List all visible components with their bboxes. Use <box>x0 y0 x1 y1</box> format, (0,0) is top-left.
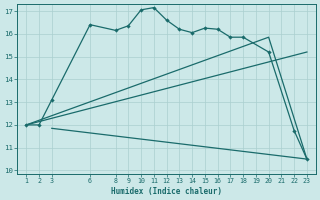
X-axis label: Humidex (Indice chaleur): Humidex (Indice chaleur) <box>111 187 222 196</box>
